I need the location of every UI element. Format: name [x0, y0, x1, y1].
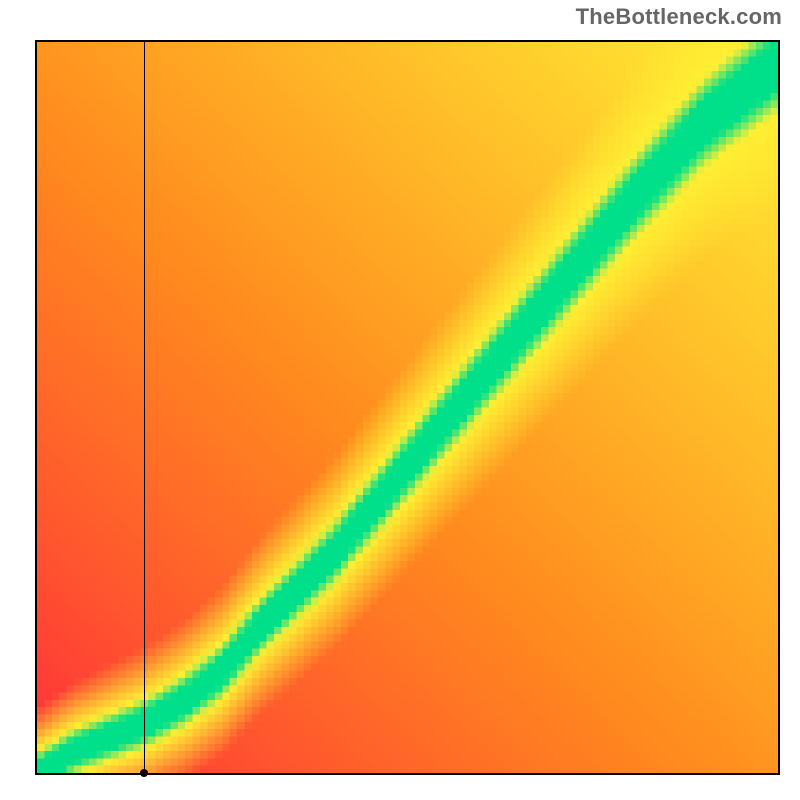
watermark-text: TheBottleneck.com [576, 4, 782, 30]
crosshair-marker [140, 769, 148, 777]
heatmap-canvas [37, 42, 778, 773]
plot-border-right [778, 40, 780, 775]
plot-border-left [35, 40, 37, 775]
crosshair-vertical [144, 42, 145, 773]
chart-container: TheBottleneck.com [0, 0, 800, 800]
plot-border-top [35, 40, 780, 42]
